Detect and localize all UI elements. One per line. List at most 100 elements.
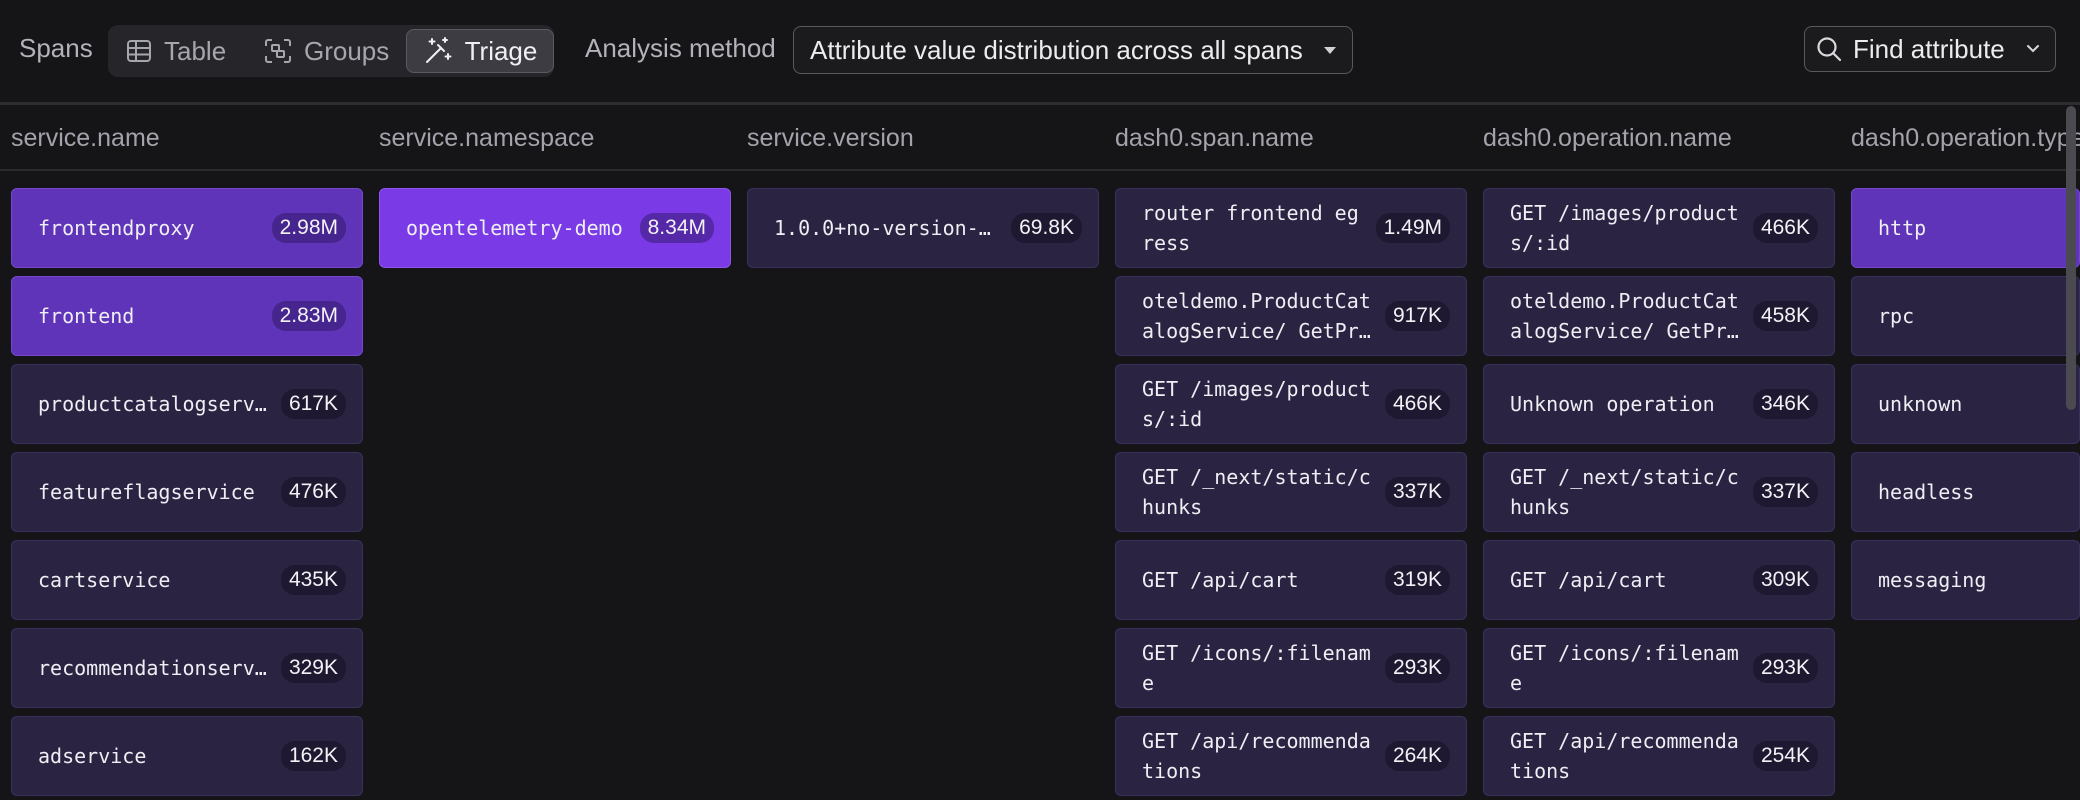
attribute-value-label: GET /icons/:filename [1510,641,1739,695]
attribute-value-label: GET /images/products/:id [1142,377,1371,431]
attribute-value-card[interactable]: headless [1851,452,2080,532]
attribute-value-card[interactable]: adservice 162K [11,716,363,796]
attribute-value-card[interactable]: GET /images/products/:id 466K [1115,364,1467,444]
column-header[interactable]: service.version [747,124,914,152]
attribute-value-label: rpc [1878,304,1915,328]
toolbar-divider [0,102,2080,105]
attribute-value-card[interactable]: oteldemo.ProductCatalogService/ GetProdu… [1115,276,1467,356]
attribute-value-card[interactable]: featureflagservice 476K [11,452,363,532]
attribute-value-label: productcatalogservice [38,392,269,416]
span-count-badge: 329K [280,653,346,683]
column-header[interactable]: dash0.span.name [1115,124,1314,152]
groups-icon [265,39,291,63]
chevron-down-icon [2027,45,2039,53]
span-count-badge: 309K [1752,565,1818,595]
attribute-value-card[interactable]: GET /api/cart 309K [1483,540,1835,620]
column-header-divider [0,169,2080,171]
tab-triage[interactable]: Triage [406,29,554,73]
attribute-value-card[interactable]: GET /icons/:filename 293K [1115,628,1467,708]
table-icon [127,40,151,62]
tab-triage-label: Triage [464,35,538,66]
find-attribute-label: Find attribute [1853,33,2005,64]
attribute-value-card[interactable]: opentelemetry-demo 8.34M [379,188,731,268]
analysis-method-label: Analysis method [585,33,776,63]
attribute-value-card[interactable]: router frontend egress 1.49M [1115,188,1467,268]
caret-down-icon [1324,47,1336,54]
attribute-value-label: cartservice [38,568,171,592]
span-count-badge: 8.34M [639,213,714,243]
attribute-value-card[interactable]: GET /images/products/:id 466K [1483,188,1835,268]
tab-table-label: Table [164,35,227,66]
attribute-value-label: GET /api/recommendations [1510,729,1739,783]
toolbar: Spans Table Groups Triage Analysis metho… [0,0,2080,100]
view-switcher: Table Groups Triage [108,25,554,77]
span-count-badge: 293K [1752,653,1818,683]
attribute-value-card[interactable]: unknown [1851,364,2080,444]
attribute-value-card[interactable]: frontendproxy 2.98M [11,188,363,268]
span-count-badge: 466K [1752,213,1818,243]
attribute-value-label: recommendationservice [38,656,269,680]
spans-label: Spans [19,33,93,63]
attribute-value-label: messaging [1878,568,1987,592]
tab-groups-label: Groups [304,35,390,66]
attribute-value-label: unknown [1878,392,1963,416]
magic-wand-icon [425,37,452,63]
column-header[interactable]: service.name [11,124,160,152]
tab-groups[interactable]: Groups [264,29,389,73]
attribute-value-label: GET /api/cart [1510,568,1667,592]
span-count-badge: 162K [280,741,346,771]
attribute-value-card[interactable]: Unknown operation 346K [1483,364,1835,444]
span-count-badge: 466K [1384,389,1450,419]
column-header[interactable]: service.namespace [379,124,595,152]
search-icon [1817,37,1842,62]
span-count-badge: 917K [1384,301,1450,331]
attribute-value-card[interactable]: 1.0.0+no-version-set 69.8K [747,188,1099,268]
attribute-value-card[interactable]: GET /_next/static/chunks 337K [1483,452,1835,532]
tab-table[interactable]: Table [126,29,226,73]
vertical-scrollbar[interactable] [2066,106,2076,410]
attribute-value-label: GET /api/cart [1142,568,1299,592]
attribute-value-card[interactable]: rpc [1851,276,2080,356]
attribute-value-card[interactable]: GET /icons/:filename 293K [1483,628,1835,708]
attribute-value-label: GET /images/products/:id [1510,201,1739,255]
attribute-value-card[interactable]: GET /_next/static/chunks 337K [1115,452,1467,532]
attribute-value-card[interactable]: recommendationservice 329K [11,628,363,708]
attribute-value-card[interactable]: messaging [1851,540,2080,620]
attribute-value-card[interactable]: GET /api/recommendations 264K [1115,716,1467,796]
attribute-value-card[interactable]: cartservice 435K [11,540,363,620]
span-count-badge: 337K [1752,477,1818,507]
attribute-value-card[interactable]: GET /api/recommendations 254K [1483,716,1835,796]
attribute-value-label: oteldemo.ProductCatalogService/ GetProdu… [1510,289,1739,343]
analysis-method-select[interactable]: Attribute value distribution across all … [793,26,1353,74]
attribute-value-card[interactable]: http [1851,188,2080,268]
span-count-badge: 476K [280,477,346,507]
attribute-value-label: opentelemetry-demo [406,216,623,240]
span-count-badge: 2.83M [271,301,346,331]
attribute-value-label: adservice [38,744,147,768]
span-count-badge: 346K [1752,389,1818,419]
attribute-value-card[interactable]: GET /api/cart 319K [1115,540,1467,620]
find-attribute-dropdown[interactable]: Find attribute [1804,26,2056,72]
span-count-badge: 69.8K [1011,213,1082,243]
attribute-value-label: http [1878,216,1927,240]
attribute-value-card[interactable]: frontend 2.83M [11,276,363,356]
span-count-badge: 264K [1384,741,1450,771]
attribute-value-label: GET /_next/static/chunks [1510,465,1739,519]
span-count-badge: 319K [1384,565,1450,595]
attribute-value-label: GET /_next/static/chunks [1142,465,1371,519]
attribute-value-label: oteldemo.ProductCatalogService/ GetProdu… [1142,289,1371,343]
span-count-badge: 337K [1384,477,1450,507]
attribute-value-label: router frontend egress [1142,201,1359,255]
span-count-badge: 1.49M [1375,213,1450,243]
span-count-badge: 435K [280,565,346,595]
attribute-value-card[interactable]: productcatalogservice 617K [11,364,363,444]
attribute-value-label: headless [1878,480,1975,504]
attribute-value-label: frontendproxy [38,216,195,240]
span-count-badge: 2.98M [271,213,346,243]
attribute-value-label: GET /icons/:filename [1142,641,1371,695]
column-header[interactable]: dash0.operation.name [1483,124,1732,152]
attribute-value-card[interactable]: oteldemo.ProductCatalogService/ GetProdu… [1483,276,1835,356]
column-header[interactable]: dash0.operation.type [1851,124,2080,152]
attribute-value-label: 1.0.0+no-version-set [774,216,1000,240]
span-count-badge: 458K [1752,301,1818,331]
